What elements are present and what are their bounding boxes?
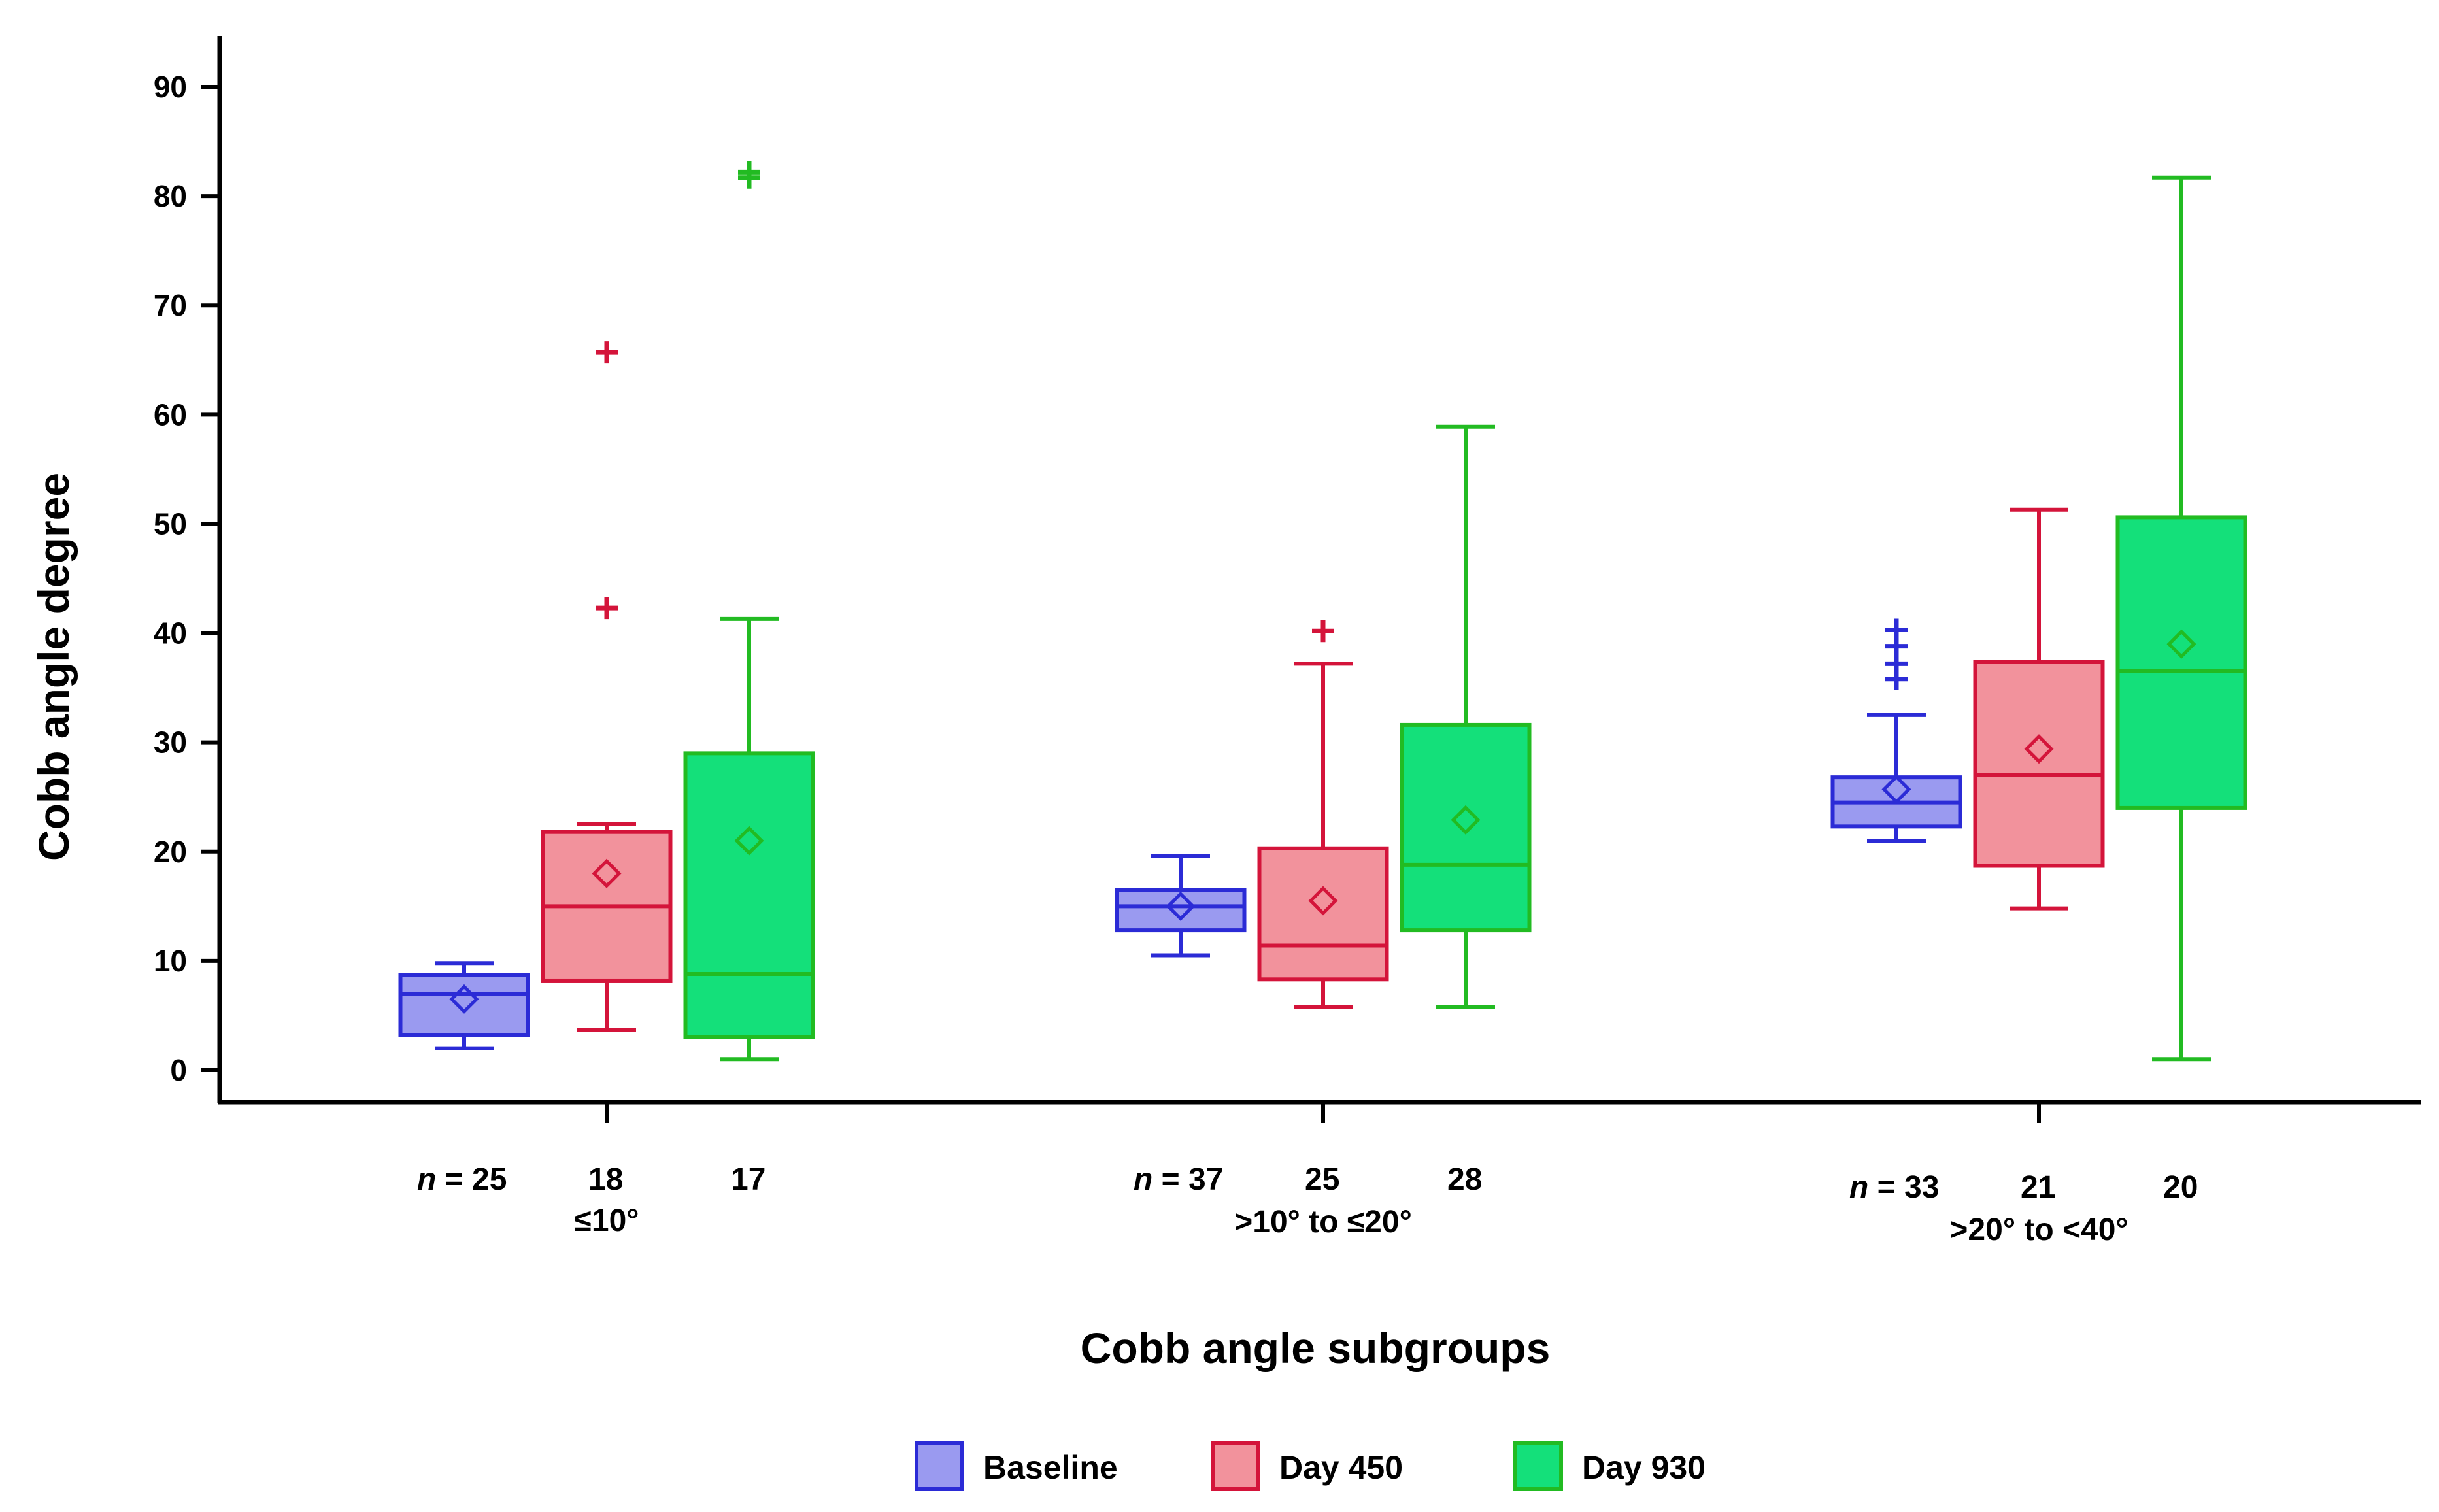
box-1-1 (398, 961, 530, 1050)
mean-marker (1451, 805, 1481, 835)
legend-item: Day 930 (1513, 1441, 1706, 1491)
mean-marker (734, 826, 764, 856)
iqr-box (1973, 660, 2105, 868)
n-counts: n = 37 25 28 (1134, 1162, 1482, 1197)
mean-marker (449, 984, 479, 1014)
box-3-1 (683, 161, 815, 1062)
legend-label: Baseline (983, 1449, 1118, 1486)
outlier-marker (1885, 618, 1908, 641)
outlier-marker (738, 161, 760, 184)
n-prefix: n (1849, 1170, 1868, 1205)
outlier-marker (596, 341, 618, 364)
n-equals: = (1868, 1170, 1904, 1205)
outlier-marker (596, 597, 618, 620)
category-label: ≤10° (575, 1203, 639, 1238)
mean-marker (2166, 629, 2196, 659)
y-tick-label: 30 (154, 726, 187, 760)
y-tick-label: 80 (154, 179, 187, 213)
category-labels: n = 25 18 17 ≤10° n = 37 25 28 >10° to ≤20° n = … (417, 1162, 2198, 1247)
n-counts: n = 25 18 17 (417, 1162, 765, 1197)
x-axis-title: Cobb angle subgroups (1081, 1324, 1551, 1372)
box-1-2 (1115, 854, 1247, 958)
mean-marker (2024, 734, 2054, 764)
legend-swatch (915, 1441, 964, 1491)
box-3-2 (1400, 424, 1532, 1009)
y-tick-label: 50 (154, 507, 187, 541)
n-value: 21 (2021, 1170, 2055, 1205)
n-counts: n = 33 21 20 (1849, 1170, 2198, 1205)
n-equals: = (1152, 1162, 1188, 1197)
n-equals: = (436, 1162, 472, 1197)
legend-label: Day 930 (1582, 1449, 1706, 1486)
series-day-930 (683, 161, 2247, 1062)
y-axis: 0 10 20 30 40 50 60 70 80 90 (154, 36, 222, 1103)
n-prefix: n (1134, 1162, 1152, 1197)
iqr-box (683, 751, 815, 1039)
n-value: 17 (731, 1162, 765, 1197)
y-axis-title: Cobb angle degree (29, 473, 78, 861)
y-tick-label: 90 (154, 70, 187, 104)
n-prefix: n (417, 1162, 436, 1197)
y-ticks: 0 10 20 30 40 50 60 70 80 90 (154, 70, 220, 1087)
outlier-marker (1312, 620, 1334, 643)
n-value: 37 (1188, 1162, 1223, 1197)
legend-swatch (1513, 1441, 1563, 1491)
y-tick-label: 0 (170, 1053, 187, 1087)
box-1-3 (1830, 618, 1962, 843)
box-2-2 (1257, 620, 1389, 1009)
box-2-1 (541, 341, 673, 1032)
series-day-450 (541, 341, 2105, 1032)
mean-marker (592, 858, 622, 888)
mean-marker (1166, 891, 1196, 921)
legend-swatch (1211, 1441, 1260, 1491)
legend-label: Day 450 (1279, 1449, 1403, 1486)
iqr-box (1115, 888, 1247, 933)
n-value: 18 (588, 1162, 623, 1197)
y-tick-label: 60 (154, 397, 187, 431)
box-series (398, 161, 2247, 1062)
box-3-3 (2115, 175, 2247, 1062)
mean-marker (1308, 886, 1338, 916)
legend-item: Day 450 (1211, 1441, 1403, 1491)
y-tick-label: 40 (154, 616, 187, 650)
box-2-3 (1973, 507, 2105, 911)
iqr-box (398, 973, 530, 1037)
legend: Baseline Day 450 Day 930 (915, 1441, 1706, 1491)
x-axis (218, 1100, 2421, 1123)
iqr-box (2115, 515, 2247, 810)
mean-marker (1881, 774, 1911, 805)
legend-item: Baseline (915, 1441, 1118, 1491)
n-value: 25 (472, 1162, 507, 1197)
series-baseline (398, 618, 1962, 1050)
category-label: >10° to ≤20° (1234, 1205, 1412, 1239)
n-value: 28 (1447, 1162, 1482, 1197)
n-value: 25 (1305, 1162, 1339, 1197)
x-ticks (605, 1102, 2041, 1123)
y-tick-label: 10 (154, 944, 187, 978)
y-tick-label: 70 (154, 288, 187, 322)
n-value: 20 (2163, 1170, 2198, 1205)
category-label: >20° to <40° (1949, 1213, 2128, 1247)
y-tick-label: 20 (154, 835, 187, 869)
iqr-box (1400, 722, 1532, 933)
n-value: 33 (1904, 1170, 1939, 1205)
